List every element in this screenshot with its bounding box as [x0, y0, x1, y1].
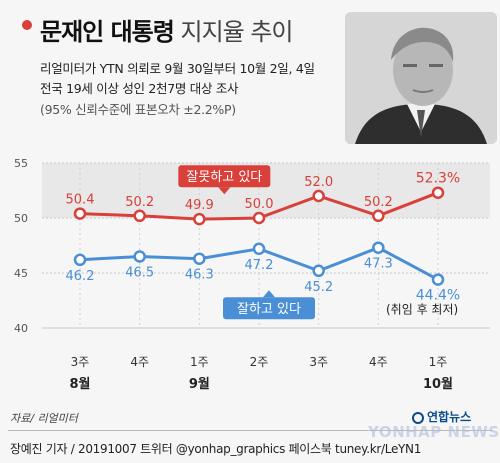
data-label: 50.0 [245, 197, 274, 212]
data-point [193, 212, 206, 226]
callout-approve-pointer [263, 290, 275, 298]
data-point [431, 273, 445, 286]
data-point [252, 242, 266, 256]
data-label: 50.4 [66, 193, 95, 208]
title-bullet [22, 20, 32, 30]
callout-disapprove: 잘못하고 있다 [178, 165, 271, 195]
lowest-annotation: (취임 후 최저) [386, 303, 458, 317]
subtitle-line-1: 리얼미터가 YTN 의뢰로 9월 30일부터 10월 2일, 4일 [40, 61, 315, 76]
data-point [312, 189, 325, 203]
data-label: 46.3 [185, 268, 214, 283]
source-label: 자료/ 리얼미터 [10, 412, 78, 425]
x-tick-label: 4주 [130, 355, 149, 369]
y-tick-label: 40 [14, 322, 28, 335]
x-month-label: 8월 [69, 376, 90, 392]
subtitle-line-3: (95% 신뢰수준에 표본오차 ±2.2%P) [40, 102, 236, 117]
yonhap-logo: 연합뉴스 [412, 408, 471, 425]
footer-divider [8, 430, 492, 431]
data-point [133, 250, 146, 263]
data-point [73, 253, 87, 267]
data-point [312, 264, 325, 278]
data-label: 46.2 [66, 269, 95, 284]
logo-text: 연합뉴스 [427, 410, 472, 424]
chart-title: 문재인 대통령 지지율 추이 [40, 12, 294, 47]
callout-disapprove-box [178, 165, 271, 188]
callout-disapprove-text: 잘못하고 있다 [186, 170, 262, 185]
data-point [193, 252, 206, 265]
title-light: 지지율 추이 [180, 18, 293, 46]
data-label: 52.3% [416, 171, 460, 187]
data-point [133, 209, 146, 223]
data-label: 47.3 [364, 257, 393, 272]
x-tick-label: 1주 [429, 355, 448, 369]
data-point [431, 186, 445, 199]
data-point [372, 209, 385, 223]
data-point [252, 211, 266, 225]
data-point [73, 207, 87, 220]
globe-icon [412, 412, 424, 424]
y-tick-label: 45 [14, 267, 28, 280]
callout-approve-box [223, 297, 315, 320]
data-label: 50.2 [364, 195, 393, 210]
x-tick-label: 3주 [71, 355, 90, 369]
x-month-label: 10월 [423, 376, 453, 392]
data-label: 49.9 [185, 198, 214, 213]
data-label: 47.2 [245, 258, 274, 273]
data-label: 50.2 [125, 195, 154, 210]
x-month-label: 9월 [189, 376, 210, 392]
title-bold: 문재인 대통령 [40, 18, 175, 46]
credit-line: 장예진 기자 / 20191007 트위터 @yonhap_graphics 페… [10, 442, 422, 456]
x-tick-label: 3주 [309, 355, 328, 369]
callout-approve: 잘하고 있다 [223, 290, 315, 320]
x-tick-label: 4주 [369, 355, 388, 369]
data-label: 45.2 [304, 280, 333, 295]
portrait-image [345, 12, 497, 144]
x-tick-label: 1주 [190, 355, 209, 369]
callout-disapprove-pointer [218, 187, 231, 195]
subtitle-line-2: 전국 19세 이상 성인 2천7명 대상 조사 [40, 81, 239, 96]
callout-approve-text: 잘하고 있다 [237, 302, 301, 317]
watermark: YONHAP NEWS [368, 423, 500, 441]
data-label: 46.5 [125, 266, 154, 281]
y-tick-label: 55 [14, 157, 28, 170]
data-label: 52.0 [304, 175, 333, 190]
president-photo [345, 12, 497, 144]
x-tick-label: 2주 [250, 355, 269, 369]
data-point [372, 241, 385, 254]
data-label: 44.4% [416, 288, 460, 304]
y-tick-label: 50 [14, 212, 28, 225]
